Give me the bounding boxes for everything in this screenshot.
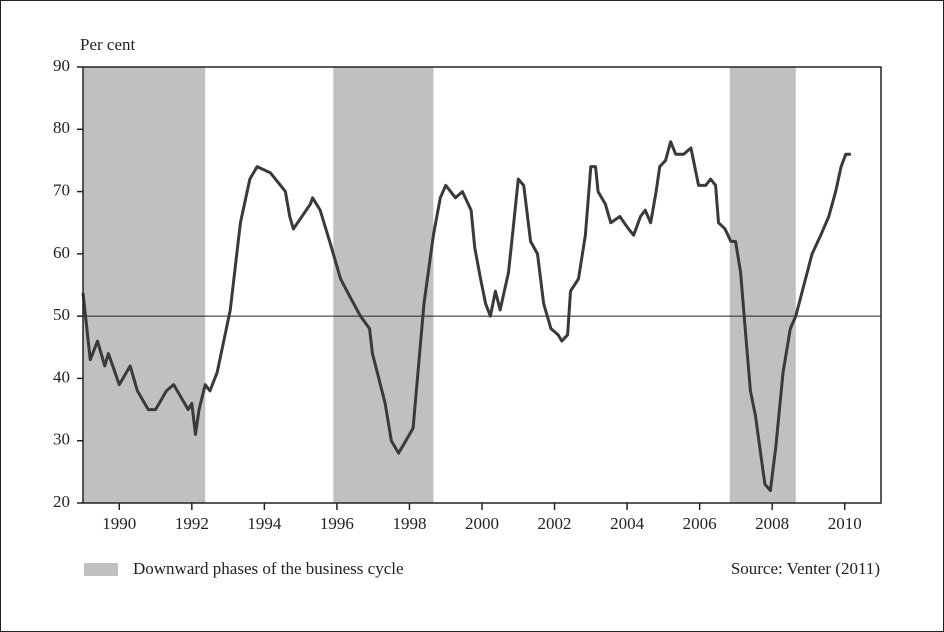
y-tick-label: 40: [53, 367, 70, 386]
x-tick-label: 2008: [755, 514, 789, 533]
y-tick-label: 30: [53, 430, 70, 449]
shaded-region: [729, 67, 796, 503]
shaded-region: [83, 67, 206, 503]
y-tick-label: 20: [53, 492, 70, 511]
x-tick-label: 2006: [683, 514, 717, 533]
y-tick-label: 80: [53, 118, 70, 137]
y-tick-label: 60: [53, 243, 70, 262]
legend-label: Downward phases of the business cycle: [133, 559, 404, 578]
x-tick-label: 1992: [175, 514, 209, 533]
x-tick-label: 2010: [828, 514, 862, 533]
legend-swatch: [84, 563, 118, 576]
shaded-region: [333, 67, 434, 503]
y-tick-label: 50: [53, 305, 70, 324]
plot-frame: [82, 66, 882, 504]
y-axis-label: Per cent: [80, 35, 136, 54]
x-tick-label: 2002: [538, 514, 572, 533]
x-tick-label: 2000: [465, 514, 499, 533]
x-tick-label: 1998: [392, 514, 426, 533]
x-tick-label: 1996: [320, 514, 354, 533]
y-tick-label: 70: [53, 180, 70, 199]
data-line: [81, 140, 851, 493]
y-tick-label: 90: [53, 56, 70, 75]
x-tick-label: 1990: [102, 514, 136, 533]
x-tick-label: 2004: [610, 514, 645, 533]
x-tick-label: 1994: [247, 514, 282, 533]
source: Source: Venter (2011): [731, 559, 880, 578]
